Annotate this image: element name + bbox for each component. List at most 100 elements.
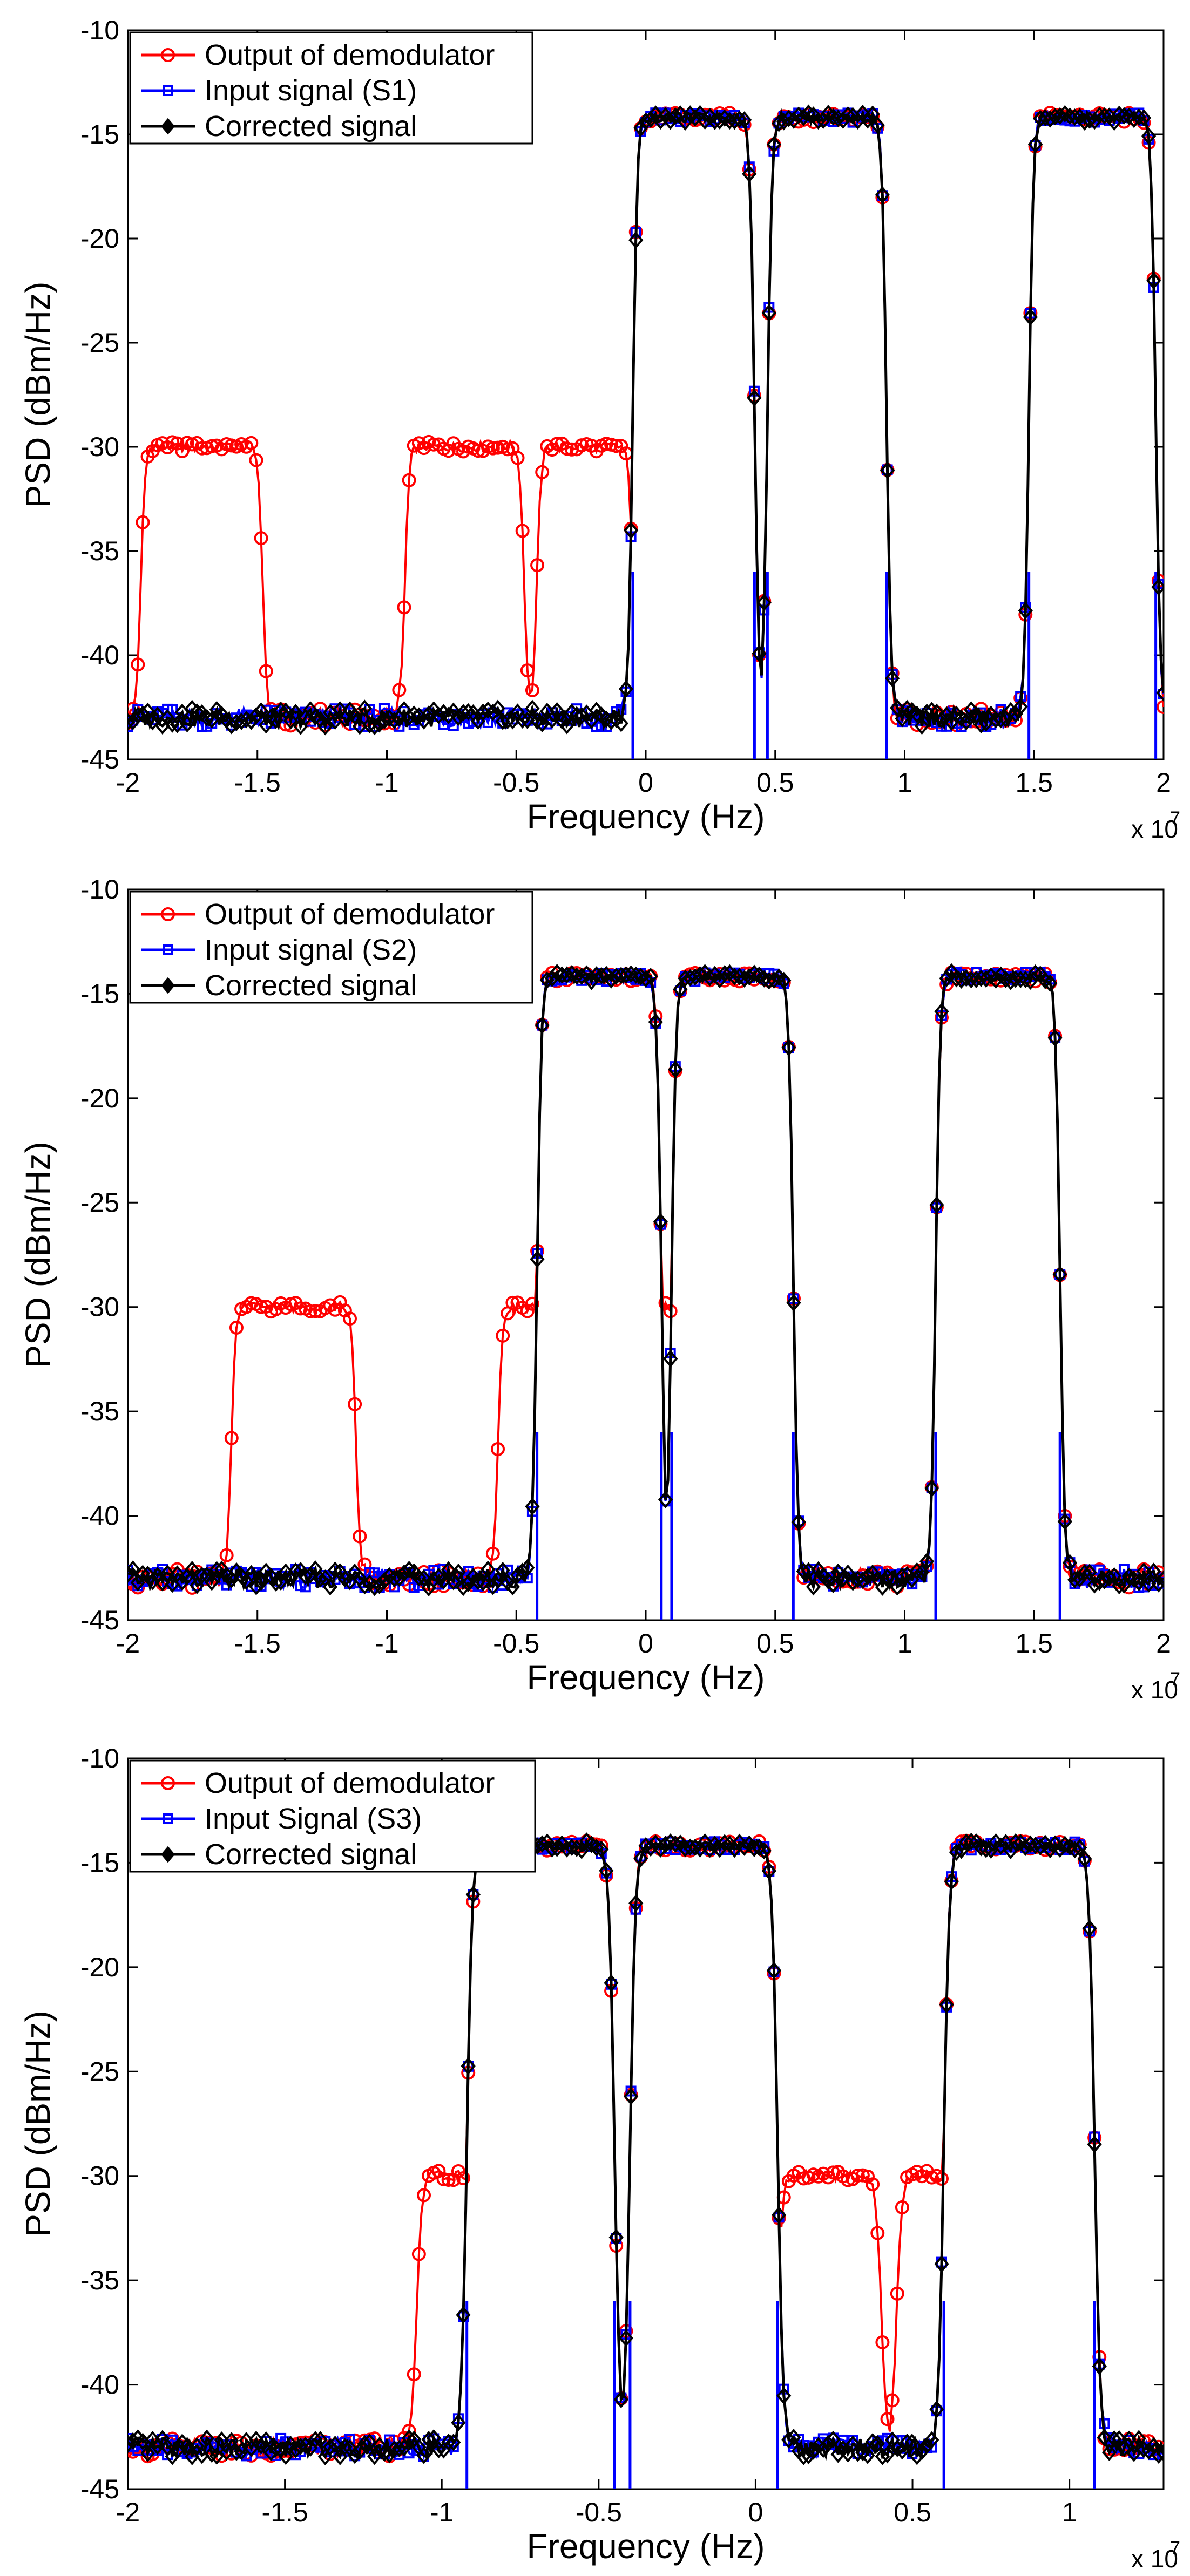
marker-diamond — [128, 2435, 136, 2453]
marker-diamond — [594, 1840, 609, 1858]
series-group — [128, 1832, 1164, 2489]
marker-diamond — [988, 971, 1004, 989]
marker-diamond — [387, 711, 402, 730]
y-tick-label: -10 — [80, 1743, 119, 1773]
marker-diamond — [826, 1575, 841, 1593]
marker-diamond — [1087, 2136, 1102, 2153]
marker-diamond — [313, 1570, 328, 1588]
marker-circle — [348, 1397, 362, 1411]
marker-diamond — [465, 1886, 481, 1904]
marker-diamond — [613, 2390, 628, 2408]
marker-diamond — [835, 1570, 850, 1588]
marker-diamond — [613, 715, 628, 732]
marker-diamond — [934, 710, 949, 729]
marker-diamond — [806, 1578, 821, 1596]
marker-diamond — [589, 1839, 604, 1857]
marker-diamond — [470, 1573, 486, 1591]
marker-diamond — [658, 1491, 673, 1508]
marker-diamond — [559, 1840, 574, 1858]
marker-diamond — [939, 969, 954, 987]
marker-diamond — [756, 1842, 772, 1860]
x-axis-label: Frequency (Hz) — [527, 797, 765, 836]
marker-diamond — [919, 1553, 935, 1571]
marker-diamond — [391, 1569, 407, 1587]
y-tick-label: -15 — [80, 119, 119, 149]
marker-diamond — [317, 718, 333, 736]
marker-diamond — [505, 1578, 520, 1596]
marker-circle — [875, 2335, 890, 2349]
x-scale-exponent: 7 — [1170, 2538, 1180, 2558]
legend-marker-diamond — [161, 118, 175, 135]
marker-diamond — [525, 1498, 540, 1515]
marker-diamond — [618, 2329, 634, 2347]
marker-circle — [441, 2172, 456, 2187]
marker-diamond — [347, 2446, 362, 2464]
marker-diamond — [1023, 1835, 1038, 1853]
marker-circle — [456, 2171, 471, 2185]
marker-diamond — [712, 1840, 727, 1858]
marker-diamond — [771, 114, 787, 132]
y-tick-label: -35 — [80, 536, 119, 566]
marker-diamond — [165, 715, 180, 733]
marker-diamond — [347, 707, 362, 725]
marker-circle — [491, 1442, 505, 1456]
x-tick-label: 2 — [1156, 767, 1171, 798]
marker-diamond — [224, 2432, 239, 2450]
marker-diamond — [1018, 602, 1033, 620]
marker-diamond — [1077, 1564, 1092, 1582]
marker-diamond — [525, 699, 540, 717]
marker-diamond — [1092, 106, 1107, 124]
marker-circle — [496, 1328, 510, 1343]
marker-diamond — [712, 970, 727, 989]
marker-diamond — [766, 1961, 782, 1980]
marker-diamond — [1052, 107, 1067, 125]
marker-diamond — [668, 107, 683, 125]
marker-diamond — [904, 2434, 919, 2451]
marker-diamond — [436, 1572, 451, 1590]
marker-circle — [866, 2177, 880, 2192]
plot-area — [127, 29, 1165, 760]
marker-diamond — [766, 971, 782, 989]
legend-marker-square — [163, 1813, 173, 1824]
marker-diamond — [1077, 1850, 1092, 1868]
marker-diamond — [446, 2434, 461, 2451]
marker-diamond — [880, 461, 895, 479]
marker-diamond — [811, 112, 826, 130]
marker-diamond — [771, 2206, 787, 2224]
marker-diamond — [204, 1573, 219, 1591]
series-group — [128, 963, 1164, 1620]
marker-diamond — [1112, 105, 1127, 123]
y-tick-label: -25 — [80, 328, 119, 358]
marker-diamond — [544, 1840, 560, 1858]
marker-diamond — [229, 2443, 244, 2461]
legend-box — [129, 1759, 536, 1873]
marker-diamond — [1027, 964, 1043, 982]
marker-diamond — [475, 1574, 491, 1592]
marker-diamond — [692, 966, 708, 984]
marker-diamond — [520, 711, 535, 729]
marker-diamond — [1156, 1571, 1164, 1588]
marker-diamond — [179, 715, 195, 733]
x-axis-label: Frequency (Hz) — [527, 1658, 765, 1697]
x-tick-label: 0 — [748, 2497, 763, 2527]
marker-circle — [880, 2412, 895, 2427]
marker-diamond — [1101, 1569, 1117, 1587]
marker-diamond — [702, 969, 718, 987]
marker-diamond — [599, 1862, 614, 1880]
x-tick-label: 0.5 — [756, 1628, 794, 1659]
x-scale-exponent: 7 — [1170, 808, 1180, 828]
marker-diamond — [623, 965, 639, 983]
marker-diamond — [638, 970, 653, 988]
marker-diamond — [973, 716, 989, 733]
x-tick-label: 0.5 — [894, 2497, 931, 2527]
marker-diamond — [128, 1565, 136, 1583]
y-tick-label: -40 — [80, 640, 119, 670]
marker-diamond — [327, 2435, 343, 2453]
marker-diamond — [185, 1561, 200, 1579]
x-scale-exponent: 7 — [1170, 1669, 1180, 1689]
marker-diamond — [174, 1573, 190, 1591]
chart-1: -2 -1.5 -1 -0.5 0 0.5 1 1.5 2 -45 -40 -35 -30 -25 -20 -… — [18, 15, 1180, 843]
marker-circle — [885, 2393, 900, 2408]
marker-diamond — [387, 1569, 402, 1587]
marker-diamond — [209, 1561, 225, 1579]
